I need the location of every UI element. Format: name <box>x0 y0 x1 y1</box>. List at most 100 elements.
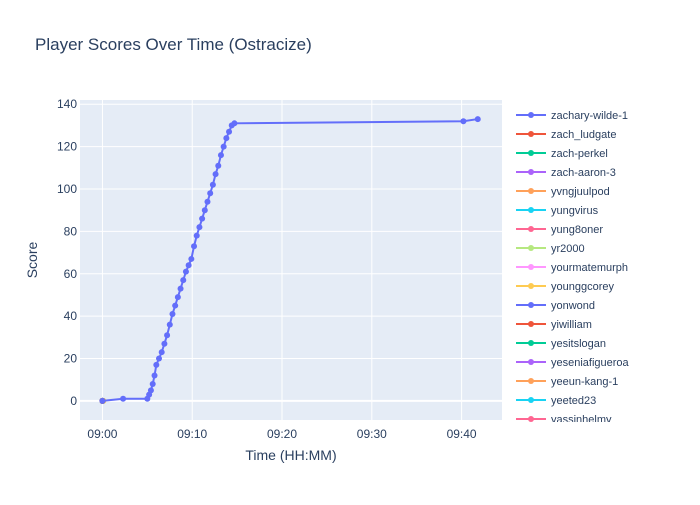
data-point <box>169 311 176 318</box>
x-tick-label: 09:00 <box>87 427 117 441</box>
legend-marker-swatch <box>528 112 534 118</box>
legend-item[interactable]: yeeun-kang-1 <box>516 376 618 388</box>
data-point <box>174 294 181 301</box>
legend-marker-swatch <box>528 150 534 156</box>
legend-marker-swatch <box>528 302 534 308</box>
x-tick-label: 09:20 <box>267 427 297 441</box>
legend-label: yesitslogan <box>551 338 606 350</box>
legend-label: zach-perkel <box>551 148 608 160</box>
data-point <box>151 372 158 379</box>
data-point <box>177 285 184 292</box>
legend-item[interactable]: zach-aaron-3 <box>516 167 616 179</box>
legend-marker-swatch <box>528 416 534 422</box>
legend-marker-swatch <box>528 359 534 365</box>
data-point <box>166 321 173 328</box>
legend-marker-swatch <box>528 207 534 213</box>
legend-marker-swatch <box>528 245 534 251</box>
legend-item[interactable]: yung8oner <box>516 224 603 236</box>
data-point <box>196 224 203 231</box>
x-axis-title: Time (HH:MM) <box>245 447 336 463</box>
legend-marker-swatch <box>528 131 534 137</box>
legend-label: yeeted23 <box>551 395 596 407</box>
legend-marker-swatch <box>528 169 534 175</box>
data-point <box>223 135 230 142</box>
data-point <box>217 152 224 159</box>
legend-item[interactable]: zach-perkel <box>516 148 608 160</box>
legend-label: yeeun-kang-1 <box>551 376 618 388</box>
legend-item[interactable]: yr2000 <box>516 243 585 255</box>
x-tick-labels: 09:00 09:10 09:20 09:30 09:40 <box>87 427 477 441</box>
data-point <box>120 395 127 402</box>
data-point <box>220 143 227 150</box>
legend-label: yungvirus <box>551 205 599 217</box>
data-point <box>199 215 206 222</box>
data-point <box>204 198 211 205</box>
data-point <box>207 190 214 197</box>
y-tick-label: 40 <box>64 309 78 323</box>
legend-item[interactable]: yonwond <box>516 300 595 312</box>
legend-marker-swatch <box>528 397 534 403</box>
legend-marker-swatch <box>528 226 534 232</box>
y-tick-label: 120 <box>57 140 77 154</box>
data-point <box>156 355 163 362</box>
x-tick-label: 09:30 <box>357 427 387 441</box>
y-tick-labels: 0 20 40 60 80 100 120 140 <box>57 97 77 408</box>
legend-label: zachary-wilde-1 <box>551 110 628 122</box>
data-point <box>474 116 481 123</box>
y-tick-label: 60 <box>64 267 78 281</box>
data-point <box>149 380 156 387</box>
legend-item[interactable]: zachary-wilde-1 <box>516 110 628 122</box>
data-point <box>193 232 200 239</box>
data-point <box>180 277 187 284</box>
legend-item[interactable]: yourmatemurph <box>516 262 628 274</box>
legend-marker-swatch <box>528 188 534 194</box>
y-tick-label: 20 <box>64 352 78 366</box>
legend-item[interactable]: yesitslogan <box>516 338 606 350</box>
legend-label: yassinhelmy <box>551 414 612 426</box>
y-tick-label: 0 <box>70 394 77 408</box>
legend-label: younggcorey <box>551 281 614 293</box>
legend-marker-swatch <box>528 378 534 384</box>
data-point <box>185 262 192 269</box>
legend-item[interactable]: yeseniafigueroa <box>516 357 630 369</box>
legend-item[interactable]: younggcorey <box>516 281 614 293</box>
data-point <box>182 268 189 275</box>
data-point <box>99 397 106 404</box>
legend-item[interactable]: zach_ludgate <box>516 129 616 141</box>
legend-marker-swatch <box>528 321 534 327</box>
data-point <box>460 118 467 125</box>
legend-label: zach_ludgate <box>551 129 616 141</box>
legend-label: yvngjuulpod <box>551 186 610 198</box>
legend-item[interactable]: yeeted23 <box>516 395 596 407</box>
legend-marker-swatch <box>528 264 534 270</box>
data-point <box>153 361 160 368</box>
series <box>99 116 481 404</box>
y-tick-label: 140 <box>57 97 77 111</box>
legend-marker-swatch <box>528 283 534 289</box>
data-point <box>172 302 179 309</box>
data-point <box>201 207 208 214</box>
y-axis-title: Score <box>24 242 40 279</box>
x-tick-label: 09:10 <box>177 427 207 441</box>
data-point <box>161 340 168 347</box>
legend[interactable]: zachary-wilde-1 zach_ludgate zach-perkel za… <box>516 110 630 426</box>
data-point <box>158 349 165 356</box>
data-point <box>209 181 216 188</box>
legend-label: yung8oner <box>551 224 603 236</box>
data-point <box>188 255 195 262</box>
x-tick-label: 09:40 <box>447 427 477 441</box>
legend-marker-swatch <box>528 340 534 346</box>
data-point <box>215 162 222 169</box>
legend-item[interactable]: yvngjuulpod <box>516 186 610 198</box>
data-point <box>212 171 219 178</box>
y-tick-label: 100 <box>57 182 77 196</box>
legend-item[interactable]: yassinhelmy <box>516 414 612 426</box>
grid <box>80 100 502 420</box>
legend-item[interactable]: yiwilliam <box>516 319 592 331</box>
legend-label: yonwond <box>551 300 595 312</box>
legend-label: yeseniafigueroa <box>551 357 630 369</box>
legend-label: yiwilliam <box>551 319 592 331</box>
data-point <box>164 332 171 339</box>
y-tick-label: 80 <box>64 224 78 238</box>
legend-item[interactable]: yungvirus <box>516 205 599 217</box>
